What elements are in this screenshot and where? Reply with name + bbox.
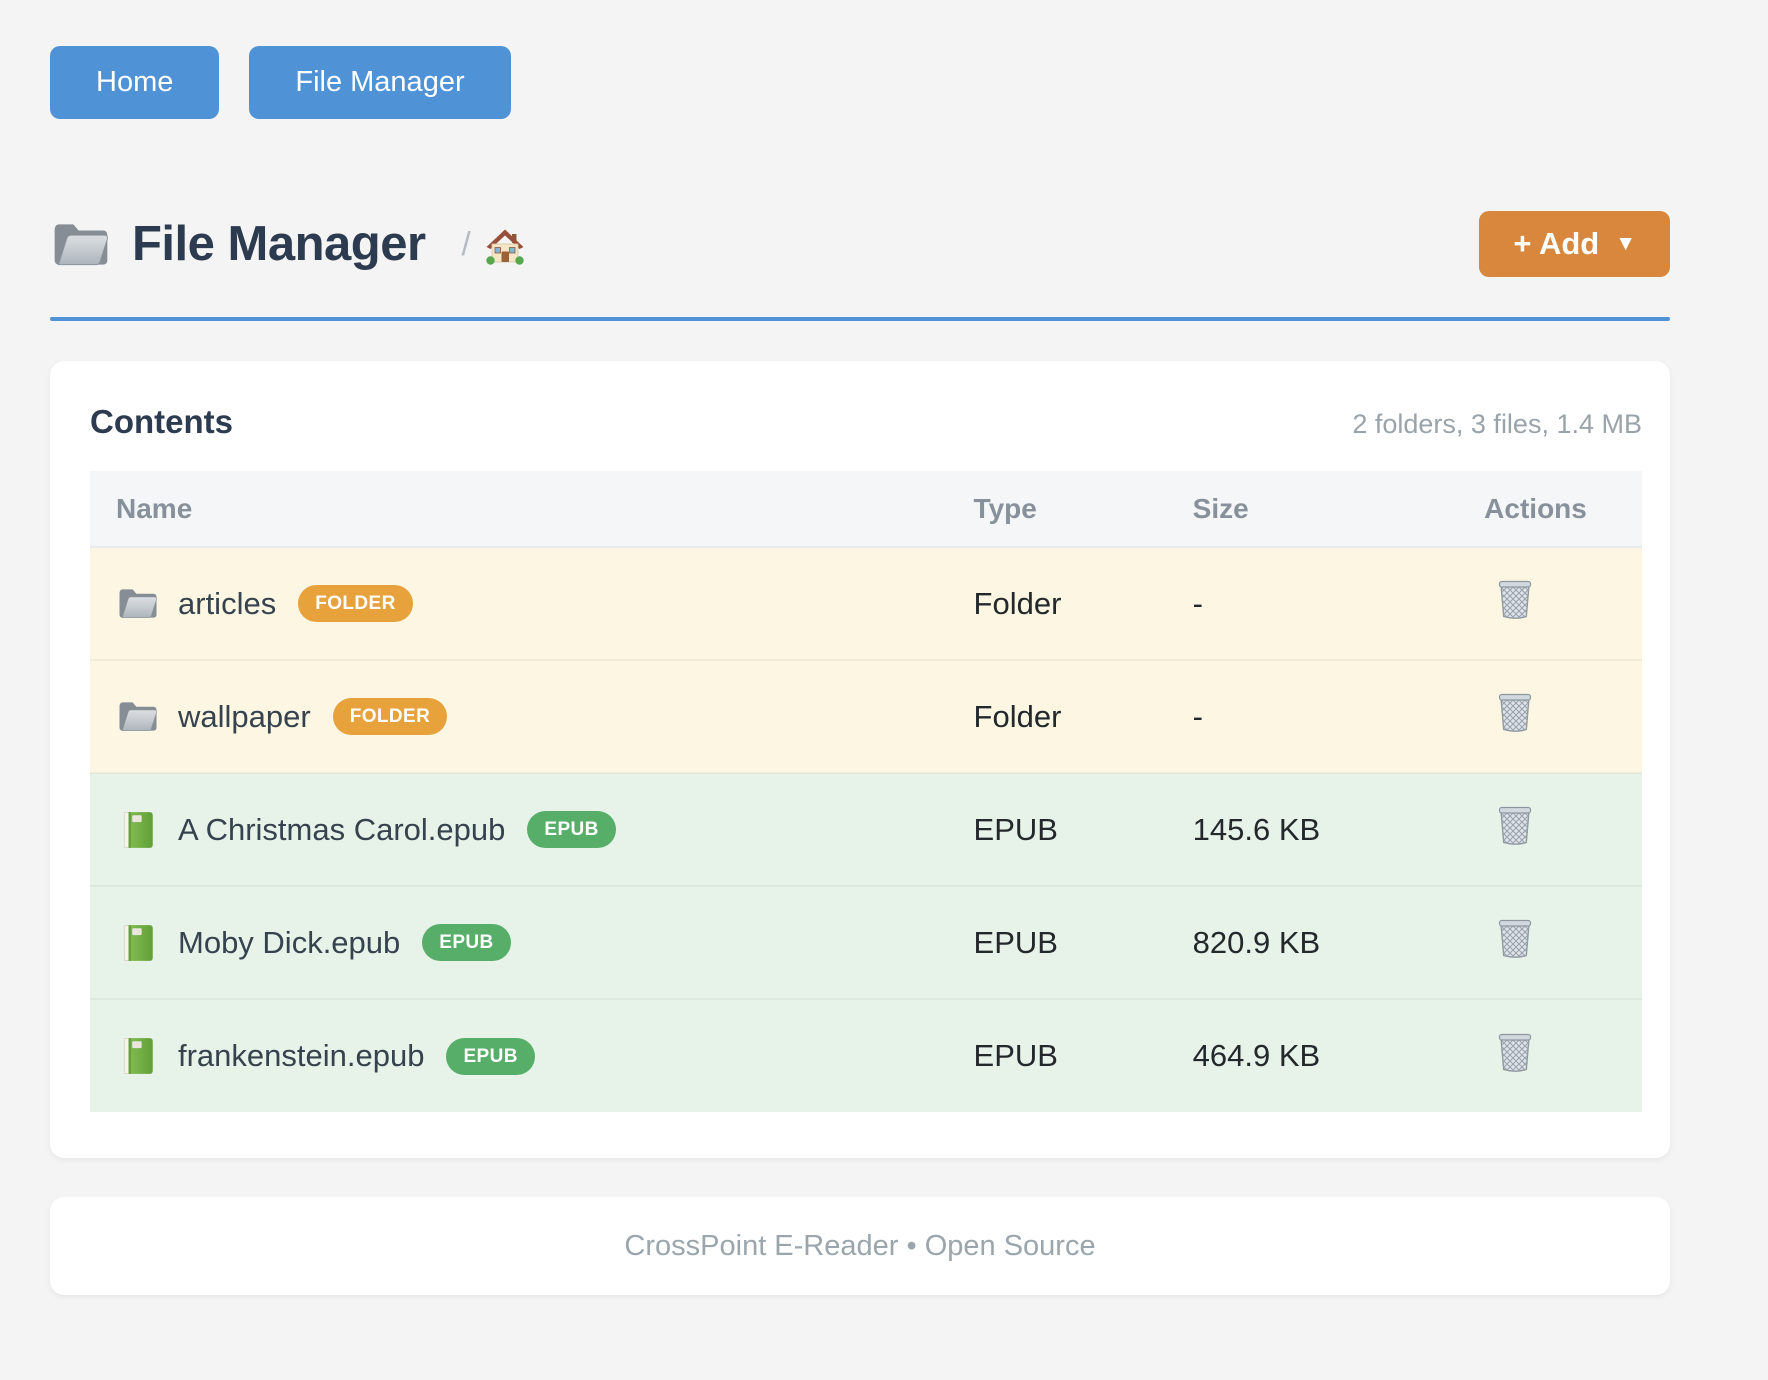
green-book-icon [116,810,160,850]
breadcrumb-separator: / [462,225,471,263]
file-manager-page: Home File Manager File Manager / + Add ▼… [0,0,1768,1295]
contents-heading: Contents [90,403,233,441]
table-row[interactable]: A Christmas Carol.epub EPUB EPUB 145.6 K… [90,773,1642,886]
file-name[interactable]: A Christmas Carol.epub [178,812,505,848]
page-title: File Manager [132,216,426,272]
file-size: 464.9 KB [1193,999,1485,1112]
column-header-size: Size [1193,471,1485,547]
table-row[interactable]: Moby Dick.epub EPUB EPUB 820.9 KB [90,886,1642,999]
header-divider [50,317,1670,321]
page-header: File Manager / + Add ▼ [50,211,1670,277]
file-name[interactable]: wallpaper [178,699,311,735]
file-type: Folder [974,660,1193,773]
file-name[interactable]: articles [178,586,276,622]
contents-card: Contents 2 folders, 3 files, 1.4 MB Name… [50,361,1670,1158]
trash-icon [1498,804,1532,847]
column-header-type: Type [974,471,1193,547]
type-badge: FOLDER [333,698,448,735]
folder-icon [116,585,160,622]
table-header-row: Name Type Size Actions [90,471,1642,547]
type-badge: FOLDER [298,585,413,622]
breadcrumb-home[interactable] [485,227,525,270]
table-row[interactable]: frankenstein.epub EPUB EPUB 464.9 KB [90,999,1642,1112]
delete-button[interactable] [1498,804,1532,847]
file-size: 145.6 KB [1193,773,1485,886]
trash-icon [1498,1031,1532,1074]
delete-button[interactable] [1498,691,1532,734]
type-badge: EPUB [527,811,615,848]
file-size: 820.9 KB [1193,886,1485,999]
file-type: EPUB [974,886,1193,999]
delete-button[interactable] [1498,1031,1532,1074]
top-nav: Home File Manager [50,46,1670,119]
chevron-down-icon: ▼ [1615,232,1636,256]
green-book-icon [116,923,160,963]
green-book-icon [116,1036,160,1076]
file-type: Folder [974,547,1193,660]
file-table: Name Type Size Actions articles FOLDER F… [90,471,1642,1112]
file-name[interactable]: Moby Dick.epub [178,925,400,961]
contents-summary: 2 folders, 3 files, 1.4 MB [1352,409,1642,440]
home-icon [485,227,525,267]
file-table-body: articles FOLDER Folder - wallpaper [90,547,1642,1112]
file-manager-button[interactable]: File Manager [249,46,510,119]
add-button[interactable]: + Add ▼ [1479,211,1670,277]
delete-button[interactable] [1498,578,1532,621]
footer-text: CrossPoint E-Reader • Open Source [624,1230,1095,1263]
file-size: - [1193,547,1485,660]
column-header-actions: Actions [1484,471,1642,547]
home-button[interactable]: Home [50,46,219,119]
folder-icon [116,698,160,735]
folder-icon [50,218,112,271]
column-header-name: Name [90,471,974,547]
add-button-label: + Add [1513,226,1599,262]
file-type: EPUB [974,999,1193,1112]
file-type: EPUB [974,773,1193,886]
trash-icon [1498,578,1532,621]
file-name[interactable]: frankenstein.epub [178,1038,424,1074]
type-badge: EPUB [422,924,510,961]
file-size: - [1193,660,1485,773]
trash-icon [1498,691,1532,734]
type-badge: EPUB [446,1038,534,1075]
footer: CrossPoint E-Reader • Open Source [50,1197,1670,1295]
table-row[interactable]: articles FOLDER Folder - [90,547,1642,660]
delete-button[interactable] [1498,917,1532,960]
trash-icon [1498,917,1532,960]
table-row[interactable]: wallpaper FOLDER Folder - [90,660,1642,773]
